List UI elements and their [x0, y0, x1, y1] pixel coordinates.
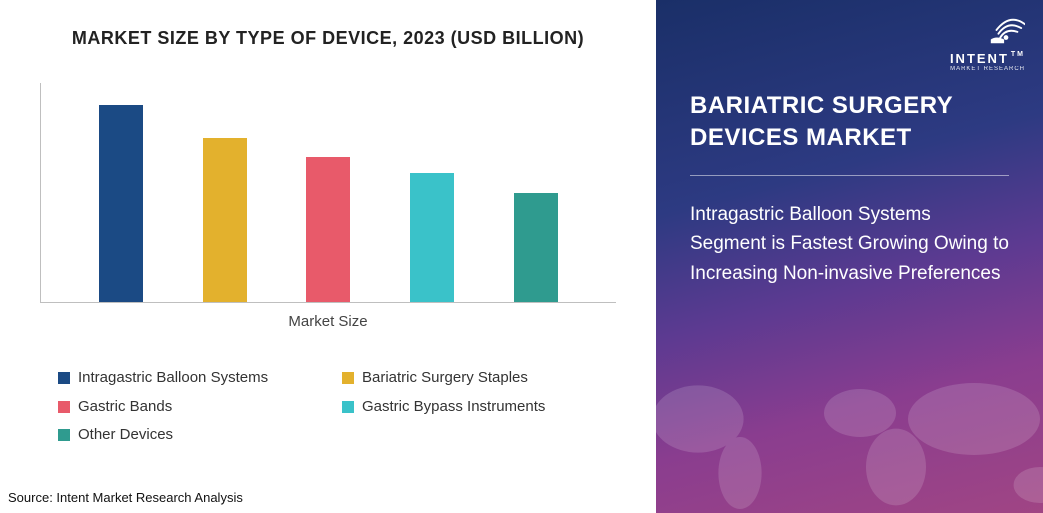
- legend-swatch-icon: [342, 372, 354, 384]
- legend-item: Intragastric Balloon Systems: [58, 364, 342, 393]
- summary-body: Intragastric Balloon Systems Segment is …: [690, 200, 1009, 288]
- bar-bariatric-staples: [203, 138, 247, 302]
- legend-label: Bariatric Surgery Staples: [362, 364, 528, 393]
- legend-swatch-icon: [58, 429, 70, 441]
- bar-intragastric-balloon: [99, 105, 143, 302]
- legend-item: Other Devices: [58, 421, 342, 450]
- bar-other-devices: [514, 193, 558, 303]
- chart-legend: Intragastric Balloon Systems Bariatric S…: [58, 364, 626, 450]
- legend-swatch-icon: [342, 401, 354, 413]
- brand-logo: INTENTTM MARKET RESEARCH: [950, 14, 1025, 72]
- legend-item: Bariatric Surgery Staples: [342, 364, 626, 393]
- bar-gastric-bypass: [410, 173, 454, 302]
- logo-brand-text: INTENTTM: [950, 51, 1025, 66]
- bar-gastric-bands: [306, 157, 350, 302]
- legend-item: Gastric Bypass Instruments: [342, 393, 626, 422]
- summary-title: BARIATRIC SURGERYDEVICES MARKET: [690, 90, 1009, 155]
- bar-group: [41, 83, 616, 302]
- x-axis-label: Market Size: [30, 313, 626, 330]
- chart-panel: MARKET SIZE BY TYPE OF DEVICE, 2023 (USD…: [0, 0, 656, 513]
- legend-item: Gastric Bands: [58, 393, 342, 422]
- legend-label: Other Devices: [78, 421, 173, 450]
- legend-swatch-icon: [58, 372, 70, 384]
- legend-label: Intragastric Balloon Systems: [78, 364, 268, 393]
- infographic-container: MARKET SIZE BY TYPE OF DEVICE, 2023 (USD…: [0, 0, 1043, 513]
- chart-title: MARKET SIZE BY TYPE OF DEVICE, 2023 (USD…: [30, 28, 626, 49]
- world-map-icon: [656, 353, 1043, 513]
- legend-label: Gastric Bands: [78, 393, 172, 422]
- source-text: Source: Intent Market Research Analysis: [8, 490, 243, 505]
- chart-plot-area: [40, 83, 616, 303]
- logo-subline: MARKET RESEARCH: [950, 66, 1025, 72]
- divider-line: [690, 175, 1009, 176]
- legend-label: Gastric Bypass Instruments: [362, 393, 545, 422]
- wifi-hand-icon: [987, 14, 1025, 44]
- legend-swatch-icon: [58, 401, 70, 413]
- summary-panel: INTENTTM MARKET RESEARCH BARIATRIC SURGE…: [656, 0, 1043, 513]
- tm-label: TM: [1011, 51, 1025, 58]
- logo-brand-label: INTENT: [950, 51, 1009, 66]
